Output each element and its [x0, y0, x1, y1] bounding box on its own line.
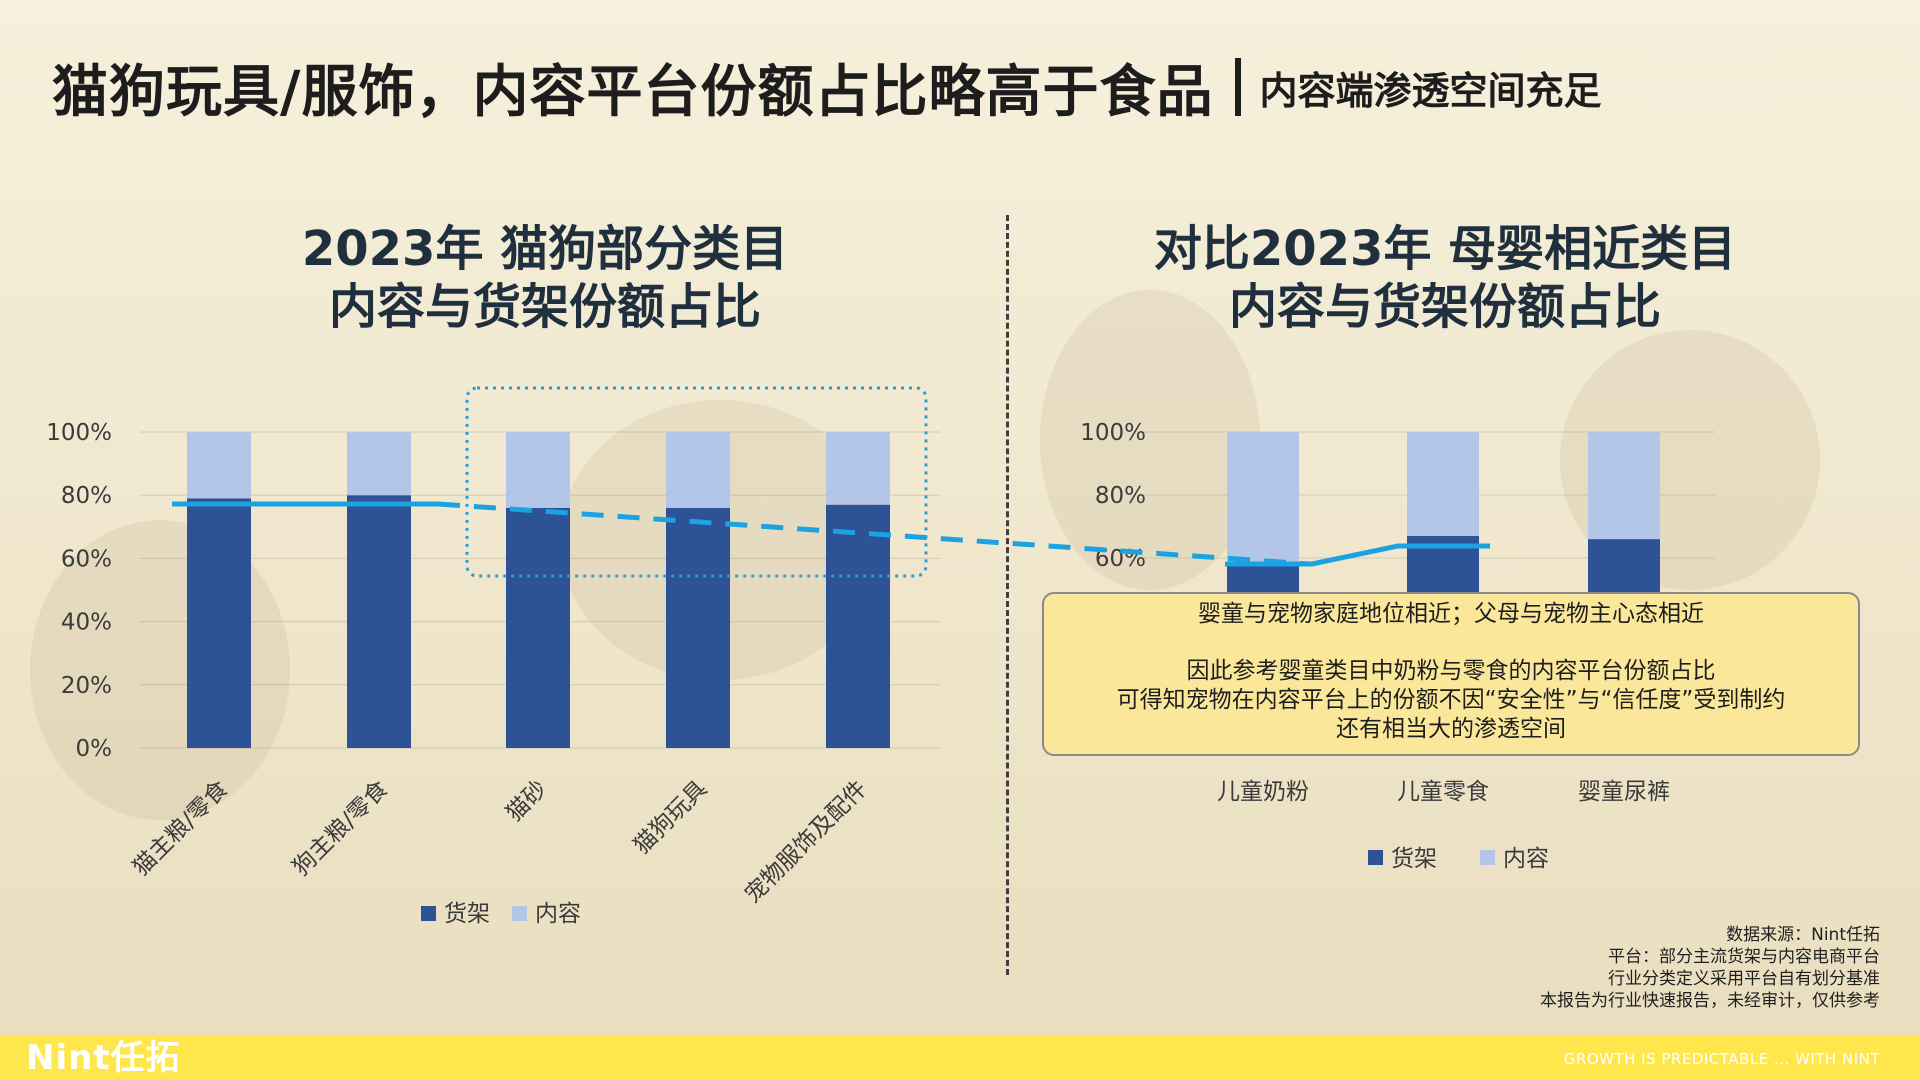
left-legend-label-content: 内容: [535, 901, 581, 927]
left-bar-shelf: [187, 498, 251, 748]
left-bar-shelf: [826, 504, 890, 748]
right-legend-label-content: 内容: [1503, 846, 1549, 872]
right-y-tick-label: 100%: [1080, 420, 1146, 446]
right-legend-label-shelf: 货架: [1391, 846, 1437, 872]
right-x-category-label: 儿童奶粉: [1217, 779, 1309, 805]
left-chart-title-line1: 2023年 猫狗部分类目: [301, 221, 789, 277]
right-x-category-label: 儿童零食: [1397, 779, 1489, 805]
insight-line-4: 还有相当大的渗透空间: [1336, 716, 1566, 742]
highlight-box: [465, 386, 928, 578]
left-y-tick-label: 20%: [61, 673, 112, 699]
panel-divider: [1006, 215, 1009, 975]
title-separator: [1235, 58, 1242, 116]
left-legend-swatch-shelf: [421, 906, 436, 921]
left-bar-content: [187, 432, 251, 499]
right-chart-title-line1: 对比2023年 母婴相近类目: [1153, 221, 1737, 277]
left-chart-title: 2023年 猫狗部分类目 内容与货架份额占比: [230, 220, 860, 336]
left-y-tick-label: 100%: [46, 420, 112, 446]
insight-line-1: 婴童与宠物家庭地位相近；父母与宠物主心态相近: [1198, 601, 1704, 627]
left-x-category-label: 猫狗玩具: [629, 776, 712, 859]
left-x-category-label: 狗主粮/零食: [288, 776, 393, 881]
brand-logo: Nint任拓: [26, 1038, 181, 1078]
source-line-3: 行业分类定义采用平台自有划分基准: [1608, 969, 1880, 989]
page-title: 猫狗玩具/服饰，内容平台份额占比略高于食品 内容端渗透空间充足: [52, 52, 1602, 125]
right-trend-line-solid: [1225, 543, 1490, 567]
right-bar-content: [1588, 432, 1660, 540]
left-y-tick-label: 0%: [76, 736, 113, 762]
page-title-sub: 内容端渗透空间充足: [1259, 68, 1602, 113]
right-chart-title-line2: 内容与货架份额占比: [1228, 279, 1661, 335]
left-chart-title-line2: 内容与货架份额占比: [328, 279, 761, 335]
right-legend-swatch-content: [1480, 850, 1495, 865]
left-bar-shelf: [666, 507, 730, 748]
page-title-main: 猫狗玩具/服饰，内容平台份额占比略高于食品: [52, 59, 1214, 125]
left-x-category-label: 猫砂: [501, 776, 552, 827]
right-bar-content: [1227, 432, 1299, 565]
background-animal-shape: [1040, 290, 1260, 590]
right-x-category-label: 婴童尿裤: [1578, 779, 1670, 805]
source-notes: 数据来源：Nint任拓 平台：部分主流货架与内容电商平台 行业分类定义采用平台自…: [1540, 924, 1880, 1012]
left-y-tick-label: 60%: [61, 546, 112, 572]
source-line-1: 数据来源：Nint任拓: [1726, 925, 1880, 945]
footer-bar: Nint任拓 GROWTH IS PREDICTABLE ... WITH NI…: [0, 1036, 1920, 1080]
left-y-tick-label: 40%: [61, 610, 112, 636]
right-bar-shelf: [1227, 564, 1299, 592]
insight-line-2: 因此参考婴童类目中奶粉与零食的内容平台份额占比: [1186, 658, 1716, 684]
insight-line-3: 可得知宠物在内容平台上的份额不因“安全性”与“信任度”受到制约: [1116, 687, 1786, 713]
left-bar-shelf: [347, 495, 411, 748]
left-bar-content: [826, 432, 890, 505]
left-bar-content: [666, 432, 730, 508]
left-x-category-label: 猫主粮/零食: [128, 776, 233, 881]
left-y-tick-label: 80%: [61, 483, 112, 509]
right-y-tick-label: 80%: [1095, 483, 1146, 509]
right-bar-shelf: [1588, 539, 1660, 592]
insight-callout: 婴童与宠物家庭地位相近；父母与宠物主心态相近 因此参考婴童类目中奶粉与零食的内容…: [1042, 592, 1860, 756]
left-bar-content: [506, 432, 570, 508]
source-line-2: 平台：部分主流货架与内容电商平台: [1608, 947, 1880, 967]
left-bar-content: [347, 432, 411, 496]
source-line-4: 本报告为行业快速报告，未经审计，仅供参考: [1540, 991, 1880, 1011]
left-x-category-label: 宠物服饰及配件: [740, 776, 872, 908]
trend-line-dashed: [437, 501, 1311, 567]
right-bar-content: [1407, 432, 1479, 536]
left-legend-label-shelf: 货架: [444, 901, 490, 927]
right-chart-title: 对比2023年 母婴相近类目 内容与货架份额占比: [1100, 220, 1790, 336]
right-legend-swatch-shelf: [1368, 850, 1383, 865]
left-legend-swatch-content: [512, 906, 527, 921]
left-bar-shelf: [506, 507, 570, 748]
footer-slogan: GROWTH IS PREDICTABLE ... WITH NINT: [1563, 1050, 1880, 1068]
